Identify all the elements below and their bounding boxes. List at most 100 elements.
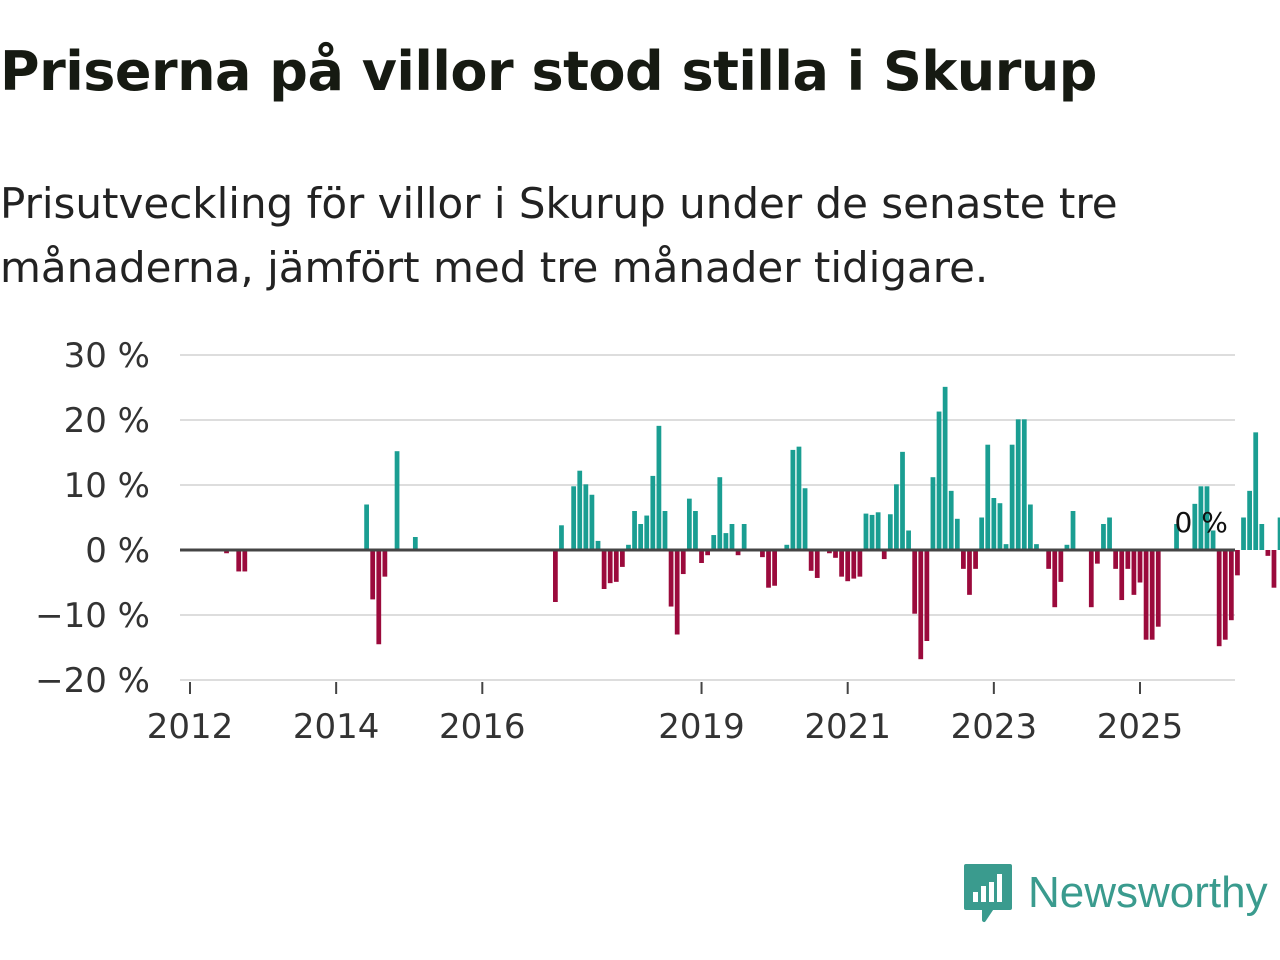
- bar: [412, 537, 418, 550]
- bar: [224, 550, 229, 554]
- bar: [559, 525, 564, 550]
- bar: [1034, 544, 1039, 550]
- bar: [790, 449, 796, 550]
- bar: [1149, 550, 1155, 640]
- bar: [924, 550, 930, 641]
- bar: [370, 550, 376, 600]
- bar: [1137, 550, 1143, 583]
- bar: [863, 513, 869, 550]
- y-tick-label: 20 %: [64, 401, 150, 441]
- bar: [857, 550, 863, 577]
- bar: [833, 550, 838, 558]
- bar: [650, 475, 656, 550]
- y-tick-label: −10 %: [35, 596, 150, 636]
- bar: [973, 550, 978, 569]
- bar: [1228, 550, 1234, 621]
- bar: [607, 550, 613, 584]
- bar: [979, 517, 985, 550]
- bar: [942, 386, 948, 550]
- bar: [881, 550, 887, 560]
- bar: [1095, 550, 1100, 564]
- bar: [1174, 524, 1179, 550]
- bar: [1222, 550, 1228, 640]
- bar: [1101, 524, 1106, 550]
- bar: [894, 484, 899, 550]
- bar: [930, 477, 936, 550]
- bar: [1131, 550, 1137, 595]
- bar: [705, 550, 710, 556]
- bar: [693, 511, 698, 550]
- bar: [577, 470, 583, 550]
- bar: [1216, 550, 1222, 647]
- bar: [1119, 550, 1125, 601]
- bar: [1247, 490, 1252, 550]
- bar: [1070, 511, 1076, 550]
- bar: [760, 550, 765, 558]
- bar: [656, 425, 662, 550]
- bar: [985, 444, 991, 550]
- bar: [1155, 550, 1161, 627]
- y-tick-label: 30 %: [64, 336, 150, 376]
- bar: [948, 490, 954, 550]
- bar: [851, 550, 857, 579]
- bar: [674, 550, 680, 635]
- bar: [991, 498, 997, 550]
- bar: [242, 550, 248, 572]
- bar: [601, 550, 607, 589]
- y-tick-label: 10 %: [64, 466, 150, 506]
- bar: [553, 550, 558, 602]
- bar: [1046, 550, 1052, 569]
- bar: [723, 533, 729, 550]
- bar: [808, 550, 814, 571]
- bar: [845, 550, 851, 582]
- x-tick-label: 2016: [439, 707, 526, 740]
- bar: [699, 550, 704, 563]
- bar-chart: 30 % 20 % 10 % 0 % −10 % −20 % 2012 2014 2016 201…: [35, 336, 1280, 740]
- newsworthy-logo-icon: [964, 864, 1012, 922]
- bar: [376, 550, 382, 645]
- x-tick-label: 2023: [951, 707, 1038, 740]
- bar: [1064, 544, 1070, 550]
- bar: [869, 514, 875, 550]
- bar: [632, 511, 637, 550]
- bar: [1028, 504, 1033, 550]
- bar: [686, 498, 692, 550]
- bar: [620, 550, 625, 567]
- bar: [772, 550, 777, 586]
- bar: [741, 524, 747, 550]
- x-tick-label: 2014: [293, 707, 380, 740]
- bar: [839, 550, 844, 577]
- bar: [626, 544, 631, 550]
- bar: [784, 544, 790, 550]
- latest-value-label: 0 %: [1175, 506, 1228, 539]
- bar: [875, 512, 881, 550]
- bar: [887, 514, 893, 550]
- bar: [1277, 517, 1280, 550]
- bar: [814, 550, 820, 578]
- bar: [1235, 550, 1240, 576]
- bar: [1058, 550, 1064, 582]
- bar: [961, 550, 966, 569]
- bar: [613, 550, 619, 582]
- bar: [638, 524, 644, 550]
- chart-title: Priserna på villor stod stilla i Skurup: [0, 40, 1097, 103]
- bar: [918, 550, 924, 660]
- bar: [1003, 544, 1009, 550]
- x-tick-label: 2012: [147, 707, 234, 740]
- bar: [364, 504, 369, 550]
- bar: [1265, 550, 1271, 556]
- bar: [236, 550, 242, 572]
- bar: [1192, 503, 1198, 550]
- bar: [1021, 419, 1027, 550]
- bar: [1271, 550, 1277, 588]
- x-tick-label: 2025: [1097, 707, 1184, 740]
- bar: [954, 518, 960, 550]
- bar: [967, 550, 972, 595]
- bar: [1009, 444, 1015, 550]
- bar: [589, 494, 595, 550]
- chart-subtitle: Prisutveckling för villor i Skurup under…: [0, 179, 1118, 292]
- bar: [766, 550, 771, 588]
- bar: [906, 530, 911, 550]
- bar: [595, 540, 601, 550]
- newsworthy-logo: Newsworthy: [962, 862, 1268, 924]
